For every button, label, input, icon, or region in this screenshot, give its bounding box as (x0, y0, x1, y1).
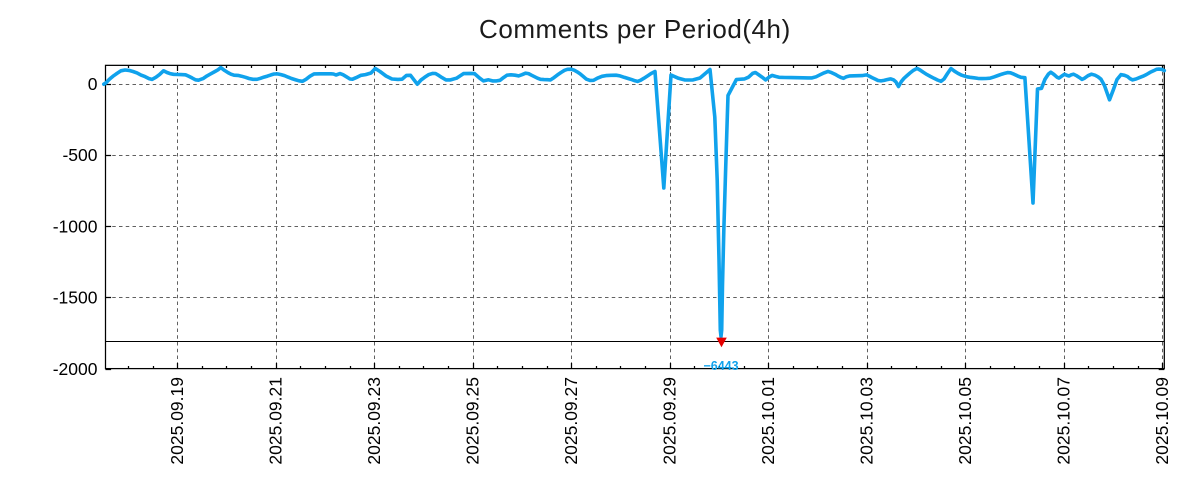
svg-text:2025.09.21: 2025.09.21 (266, 377, 286, 465)
svg-text:Comments per Period(4h): Comments per Period(4h) (479, 14, 791, 44)
svg-text:2025.10.03: 2025.10.03 (857, 377, 877, 465)
svg-text:2025.10.09: 2025.10.09 (1152, 377, 1172, 465)
svg-text:2025.09.29: 2025.09.29 (660, 377, 680, 465)
svg-text:-500: -500 (62, 145, 97, 165)
svg-text:2025.09.19: 2025.09.19 (167, 377, 187, 465)
svg-text:2025.10.07: 2025.10.07 (1054, 377, 1074, 465)
svg-text:2025.09.23: 2025.09.23 (364, 377, 384, 465)
svg-text:−6443: −6443 (703, 359, 738, 373)
svg-text:2025.10.01: 2025.10.01 (758, 377, 778, 465)
svg-text:-2000: -2000 (53, 359, 98, 379)
svg-text:-1500: -1500 (53, 288, 98, 308)
svg-text:-1000: -1000 (53, 216, 98, 236)
svg-text:2025.09.25: 2025.09.25 (463, 377, 483, 465)
svg-text:2025.09.27: 2025.09.27 (561, 377, 581, 465)
svg-text:2025.10.05: 2025.10.05 (955, 377, 975, 465)
svg-text:0: 0 (88, 74, 98, 94)
